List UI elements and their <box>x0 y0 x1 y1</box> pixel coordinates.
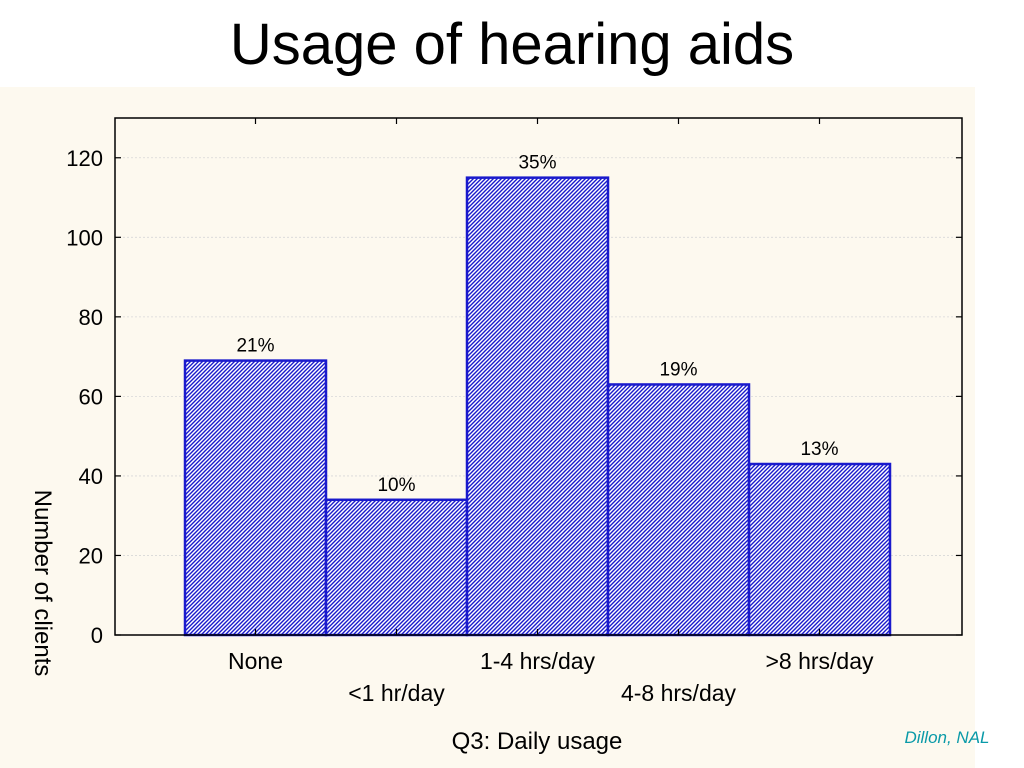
y-tick-label-80: 80 <box>79 305 103 330</box>
x-axis-title: Q3: Daily usage <box>452 728 623 755</box>
y-tick-label-20: 20 <box>79 543 103 568</box>
x-tick-label-2: 1-4 hrs/day <box>480 648 596 674</box>
y-tick-label-0: 0 <box>91 623 103 648</box>
page-title: Usage of hearing aids <box>229 12 795 77</box>
plot-frame <box>114 117 963 636</box>
data-label-1: 10% <box>377 475 415 496</box>
bar-4 <box>747 462 892 637</box>
y-tick-label-120: 120 <box>66 146 103 171</box>
bar-1 <box>324 498 469 637</box>
y-tick-label-40: 40 <box>79 464 103 489</box>
y-axis-title: Number of clients <box>29 490 56 677</box>
data-label-4: 13% <box>800 439 838 460</box>
source-credit: Dillon, NAL <box>904 728 990 747</box>
x-tick-label-3: 4-8 hrs/day <box>621 680 737 706</box>
y-tick-label-60: 60 <box>79 384 103 409</box>
bar-0 <box>183 359 328 637</box>
data-label-0: 21% <box>236 336 274 357</box>
bars <box>183 176 892 637</box>
x-tick-label-0: None <box>228 648 283 674</box>
x-tick-label-1: <1 hr/day <box>348 680 445 706</box>
data-label-2: 35% <box>518 153 556 174</box>
bar-3 <box>606 383 751 637</box>
data-label-3: 19% <box>659 359 697 380</box>
bar-2 <box>465 176 610 637</box>
axis-ticks <box>115 118 962 636</box>
x-tick-label-4: >8 hrs/day <box>765 648 874 674</box>
y-tick-label-100: 100 <box>66 225 103 250</box>
axis-labels: 0 20 40 60 80 100 120 21% None 10% <1 hr/day 35% 1-4… <box>66 146 874 706</box>
